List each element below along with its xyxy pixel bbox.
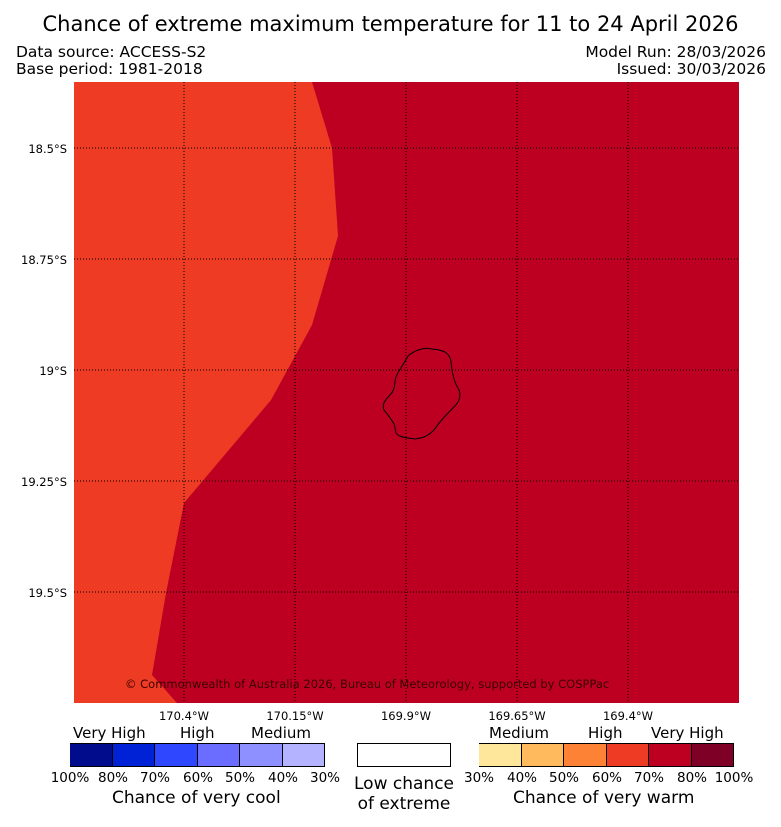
warm-swatch-50-60 [564,743,607,767]
cool-swatch-60-50 [198,743,240,767]
warm-tick-40: 40% [506,770,537,786]
warm-very-high-label: Very High [651,724,724,742]
map-title: Chance of extreme maximum temperature fo… [42,12,739,36]
cool-very-high-label: Very High [73,724,146,742]
warm-tick-70: 70% [633,770,664,786]
cool-tick-60: 60% [182,770,213,786]
meta-left: Data source: ACCESS-S2 Base period: 1981… [16,44,206,78]
cool-medium-label: Medium [251,724,311,742]
warm-swatch-80-100 [692,743,734,767]
warm-tick-60: 60% [591,770,622,786]
neutral-swatch [357,743,451,767]
lat-label-18-5: 18.5°S [28,142,67,156]
lat-label-19-25: 19.25°S [21,475,67,489]
warm-tick-100: 100% [714,770,754,786]
neutral-label: Low chance of extreme [344,774,464,814]
base-period: Base period: 1981-2018 [16,60,203,78]
cool-swatch-50-40 [240,743,283,767]
warm-legend-title: Chance of very warm [513,788,695,808]
island-outline [382,347,461,440]
neutral-label-line2: of extreme [357,794,451,814]
copyright-text: © Commonwealth of Australia 2026, Bureau… [125,677,609,691]
cool-swatch-70-60 [155,743,198,767]
lon-label-170-15: 170.15°W [266,709,324,723]
warm-swatch-70-80 [649,743,692,767]
cool-tick-100: 100% [50,770,90,786]
cool-swatch-40-30 [283,743,325,767]
lat-label-18-75: 18.75°S [21,253,67,267]
warm-high-label: High [588,724,623,742]
lon-label-169-65: 169.65°W [488,709,546,723]
cool-high-label: High [180,724,215,742]
model-run: Model Run: 28/03/2026 [585,43,766,61]
cool-legend-title: Chance of very cool [112,788,281,808]
lon-label-169-9: 169.9°W [380,709,432,723]
neutral-label-line1: Low chance [354,774,454,794]
warm-swatch-40-50 [522,743,564,767]
cool-tick-70: 70% [139,770,170,786]
forecast-map: © Commonwealth of Australia 2026, Bureau… [74,82,739,703]
cool-swatch-80-70 [113,743,155,767]
cool-swatch-100-80 [70,743,113,767]
cool-tick-50: 50% [224,770,255,786]
cool-tick-30: 30% [309,770,340,786]
meta-right: Model Run: 28/03/2026 Issued: 30/03/2026 [585,44,766,78]
warm-swatch-60-70 [607,743,649,767]
cool-tick-80: 80% [97,770,128,786]
cool-tick-40: 40% [267,770,298,786]
lon-label-170-4: 170.4°W [158,709,210,723]
lon-label-169-4: 169.4°W [602,709,654,723]
warm-tick-30: 30% [463,770,494,786]
region-high-warm [74,82,338,703]
lat-label-19: 19°S [39,364,67,378]
warm-swatch-30-40 [479,743,522,767]
warm-tick-50: 50% [548,770,579,786]
lat-label-19-5: 19.5°S [28,586,67,600]
warm-medium-label: Medium [489,724,549,742]
warm-tick-80: 80% [676,770,707,786]
data-source: Data source: ACCESS-S2 [16,43,207,61]
issued-date: Issued: 30/03/2026 [616,60,766,78]
